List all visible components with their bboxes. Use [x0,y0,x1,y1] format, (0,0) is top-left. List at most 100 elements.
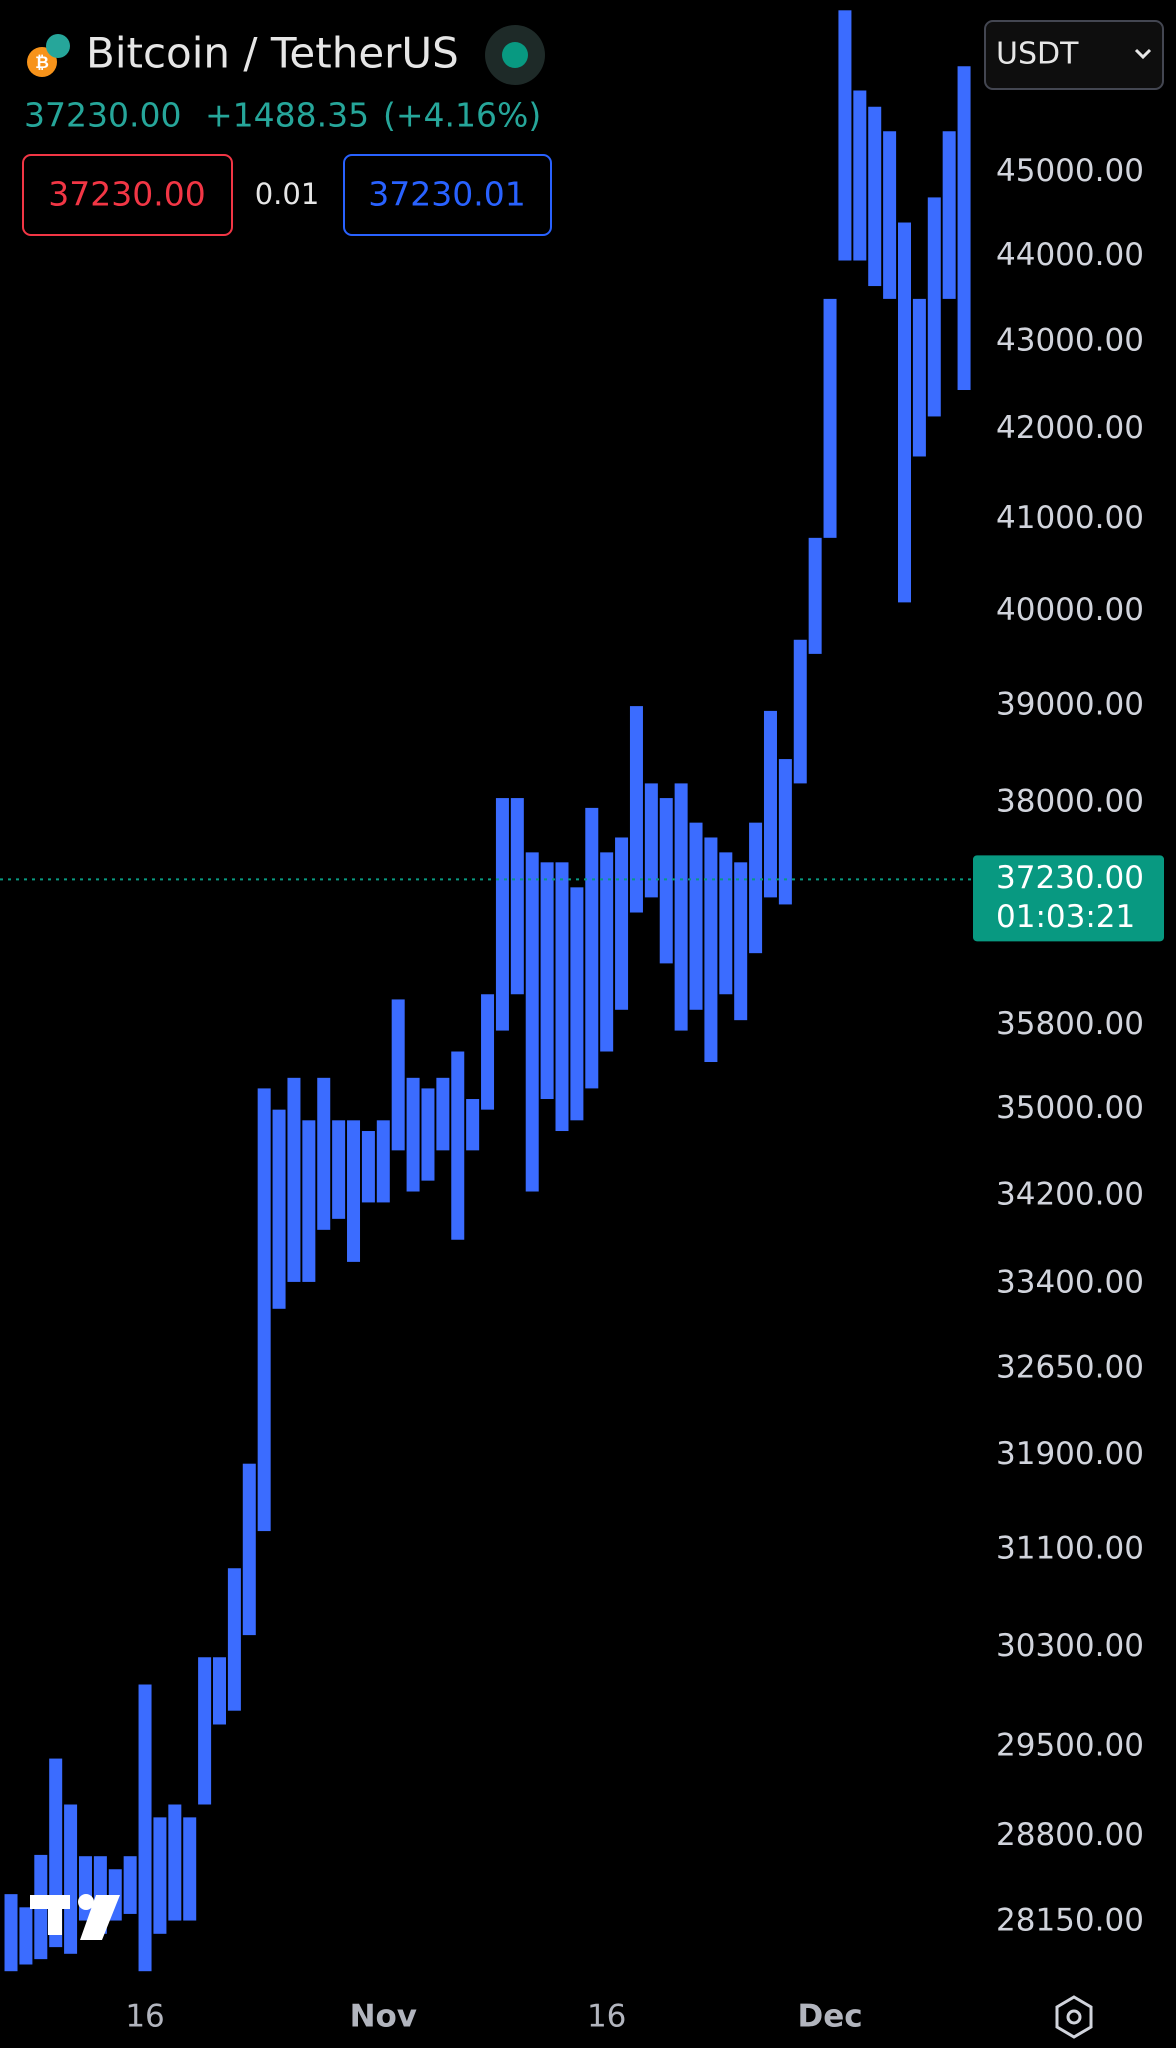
candle [183,1817,197,1921]
candle [78,1856,92,1921]
candle [451,1051,465,1240]
price-label: 37230.00 [996,860,1144,896]
candle [734,862,748,1021]
y-tick-label: 45000.00 [996,153,1144,189]
candle [495,798,509,1031]
candle [793,639,807,784]
candle [272,1109,286,1309]
currency-select[interactable] [984,20,1164,90]
candle [540,862,554,1100]
currency[interactable]: USDT [996,37,1079,72]
candle [749,822,763,954]
change: +1488.35 [205,96,369,135]
candle [868,106,882,287]
candle [466,1099,480,1151]
x-tick-label: 16 [125,1999,164,2035]
y-tick-label: 31900.00 [996,1436,1144,1472]
y-tick-label: 33400.00 [996,1265,1144,1301]
candle [138,1684,152,1972]
candle [510,798,524,995]
buy-button[interactable] [343,154,552,236]
candle [153,1817,167,1934]
candle [287,1077,301,1282]
y-tick-label: 39000.00 [996,687,1144,723]
candle [242,1463,256,1636]
candle [525,852,539,1192]
candle [391,999,405,1151]
y-tick-label: 29500.00 [996,1728,1144,1764]
candle [376,1120,390,1203]
svg-text:₿: ₿ [35,53,49,73]
candle [347,1120,361,1262]
candle [555,862,569,1132]
candle [212,1657,226,1725]
candle [927,197,941,417]
candle [659,798,673,964]
candle [897,222,911,603]
candle [198,1657,212,1805]
y-tick-label: 28800.00 [996,1817,1144,1853]
dropdown-arrow [1134,48,1152,60]
candle [168,1804,182,1921]
candle [823,298,837,538]
countdown: 01:03:21 [996,899,1135,935]
candle [406,1077,420,1192]
candle [957,66,971,391]
candle [4,1894,18,1972]
y-tick-label: 44000.00 [996,237,1144,273]
candle [257,1088,271,1532]
y-tick-label: 35800.00 [996,1006,1144,1042]
candle [674,783,688,1031]
y-tick-label: 41000.00 [996,500,1144,536]
candle [883,131,897,299]
candle [436,1077,450,1151]
candle [838,10,852,261]
sell-button[interactable] [22,154,233,236]
candle [600,852,614,1052]
bid[interactable]: 37230.00 [48,175,205,214]
candle [481,994,495,1110]
candle [421,1088,435,1181]
candle [763,710,777,898]
candle [942,131,956,299]
candle [570,887,584,1121]
x-tick-label: 16 [587,1999,626,2035]
candle [778,759,792,905]
y-tick-label: 32650.00 [996,1349,1144,1385]
candle [853,90,867,261]
settings-button[interactable] [1055,1995,1093,2039]
y-tick-label: 42000.00 [996,410,1144,446]
candle [629,706,643,913]
y-tick-label: 40000.00 [996,592,1144,628]
tv-logo [30,1894,120,1940]
symbol-icon: ₿ [27,34,70,77]
y-tick-label: 43000.00 [996,322,1144,358]
ask[interactable]: 37230.01 [368,175,525,214]
y-tick-label: 35000.00 [996,1090,1144,1126]
candle [644,783,658,898]
candle [689,822,703,1010]
candle [912,298,926,457]
spread: 0.01 [255,177,320,211]
candle [585,807,599,1089]
plot [0,10,973,1972]
last-price: 37230.00 [24,96,181,135]
y-tick-label: 31100.00 [996,1531,1144,1567]
candle [19,1907,33,1965]
candle [719,852,733,995]
y-tick-label: 28150.00 [996,1902,1144,1938]
candle [332,1120,346,1219]
candle [317,1077,331,1230]
candle [361,1131,375,1203]
price-label-bg [973,855,1164,942]
candle [227,1568,241,1711]
x-tick-label: Nov [350,1999,417,2035]
status-dot [502,42,528,68]
symbol-name: Bitcoin / TetherUS [86,29,459,78]
candle [123,1856,137,1914]
settings-icon [1066,2009,1082,2025]
y-tick-label: 38000.00 [996,783,1144,819]
candle [615,837,629,1010]
